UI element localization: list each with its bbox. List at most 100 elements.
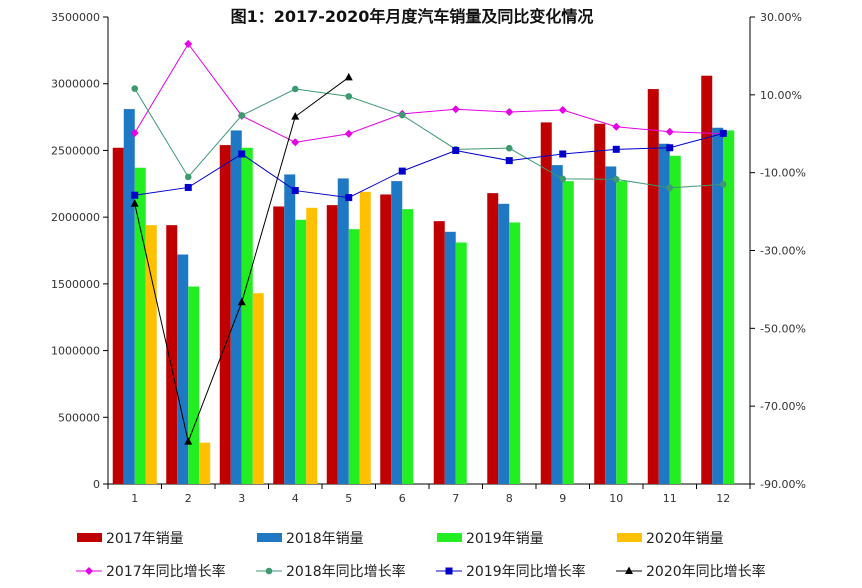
bar-4-3: [252, 293, 264, 484]
legend-label: 2019年销量: [466, 531, 544, 547]
bar-1-1: [112, 147, 124, 484]
line-point-4-3: [237, 297, 246, 306]
bar-2-12: [712, 127, 724, 484]
y-left-tick-label: 1500000: [51, 278, 100, 291]
x-tick-label: 12: [716, 492, 730, 505]
x-tick-label: 8: [506, 492, 513, 505]
bar-3-12: [723, 130, 735, 484]
bar-1-8: [487, 193, 499, 484]
legend-label: 2017年同比增长率: [106, 563, 226, 580]
x-tick-label: 6: [399, 492, 406, 505]
line-point-2-12: [719, 181, 727, 188]
line-point-3-1: [131, 191, 139, 199]
y-right-tick-label: 10.00%: [760, 89, 802, 102]
line-point-3-7: [452, 146, 460, 154]
bar-4-2: [199, 442, 211, 484]
line-point-2-9: [559, 175, 567, 183]
line-point-2-6: [398, 111, 406, 119]
bar-2-5: [337, 178, 349, 484]
x-tick-label: 5: [345, 492, 352, 505]
line-point-4-1: [130, 199, 139, 207]
legend-marker-3: [445, 567, 453, 575]
line-point-3-10: [612, 145, 620, 153]
bar-1-6: [380, 194, 392, 484]
bar-1-4: [273, 206, 285, 484]
y-left-tick-label: 2500000: [51, 144, 100, 157]
x-tick-label: 11: [663, 492, 677, 505]
line-point-1-2: [184, 39, 193, 48]
plot-area: 0 500000 1000000 1500000 2000000 2500000 30000…: [51, 11, 806, 505]
bar-2-7: [444, 231, 456, 484]
line-point-3-6: [398, 167, 406, 175]
line-point-1-8: [505, 107, 514, 116]
line-point-2-11: [666, 184, 674, 192]
bar-2-8: [498, 203, 510, 485]
y-right-tick-label: -70.00%: [760, 400, 806, 413]
legend-marker-1: [85, 567, 93, 575]
bar-2-1: [123, 109, 135, 485]
x-tick-label: 2: [185, 492, 192, 505]
y-left-tick-label: 0: [93, 478, 100, 491]
bar-2-10: [605, 166, 617, 484]
legend-marker-4: [625, 566, 633, 574]
bar-3-4: [295, 219, 307, 484]
line-point-2-2: [184, 173, 192, 181]
line-point-1-1: [130, 128, 139, 137]
line-point-4-4: [291, 112, 300, 120]
legend-label: 2018年同比增长率: [286, 563, 406, 580]
line-point-3-2: [184, 183, 192, 191]
bar-2-9: [551, 165, 563, 484]
y-right-tick-label: -10.00%: [760, 167, 806, 180]
y-left-tick-label: 3000000: [51, 78, 100, 91]
bar-2-11: [658, 143, 670, 484]
line-point-3-3: [238, 150, 246, 158]
line-point-2-3: [238, 112, 246, 119]
bar-4-5: [359, 191, 371, 484]
x-tick-label: 9: [559, 492, 566, 505]
bar-3-6: [402, 209, 414, 484]
bar-2-3: [230, 130, 242, 484]
y-left-tick-label: 3500000: [51, 11, 100, 24]
line-point-4-2: [184, 437, 193, 445]
line-point-3-11: [666, 144, 674, 152]
bar-3-7: [455, 242, 467, 484]
bar-1-7: [433, 221, 445, 484]
legend-label: 2020年销量: [646, 531, 724, 547]
line-point-1-4: [291, 138, 300, 147]
y-left-tick-label: 2000000: [51, 211, 100, 224]
bar-3-2: [188, 286, 200, 484]
line-point-3-9: [559, 150, 567, 158]
bar-3-1: [134, 167, 146, 484]
bar-4-1: [145, 225, 157, 485]
bar-4-4: [306, 207, 318, 484]
legend-label: 2017年销量: [106, 531, 184, 547]
bar-3-10: [616, 181, 628, 485]
bar-1-11: [647, 89, 659, 485]
line-point-2-8: [505, 144, 513, 152]
bar-3-3: [241, 147, 253, 484]
x-tick-label: 7: [452, 492, 459, 505]
y-left-tick-label: 1000000: [51, 345, 100, 358]
line-point-2-1: [131, 85, 139, 92]
legend-label: 2018年销量: [286, 531, 364, 547]
bar-2-2: [177, 254, 189, 484]
line-series-1: [134, 42, 724, 143]
y-right-tick-label: 30.00%: [760, 11, 802, 24]
bar-3-9: [562, 181, 574, 485]
bar-1-2: [166, 225, 178, 485]
legend-marker-2: [265, 567, 273, 575]
y-right-tick-label: -50.00%: [760, 322, 806, 335]
legend-label: 2020年同比增长率: [646, 563, 766, 580]
line-point-3-12: [719, 129, 727, 137]
x-tick-label: 4: [292, 492, 299, 505]
line-point-1-9: [558, 106, 567, 115]
bar-1-9: [540, 122, 552, 484]
line-point-2-4: [291, 85, 299, 93]
line-point-4-5: [344, 72, 353, 81]
line-point-1-5: [344, 129, 353, 138]
bar-1-12: [701, 75, 713, 485]
line-point-2-10: [612, 175, 620, 183]
line-point-1-7: [451, 105, 460, 114]
x-tick-label: 10: [609, 492, 623, 505]
